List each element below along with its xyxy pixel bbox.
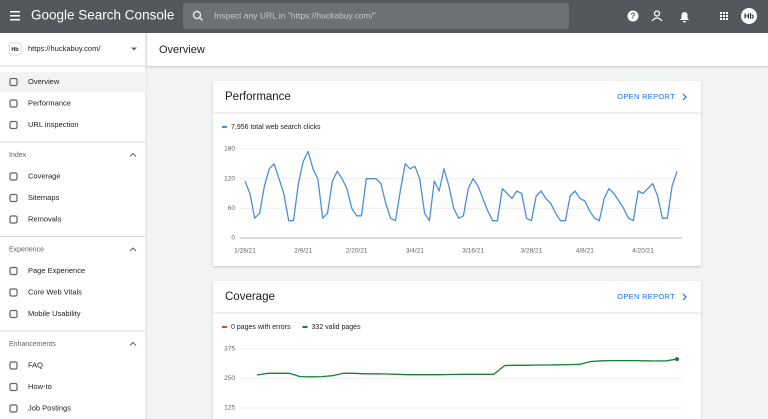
open-report-link[interactable]: OPEN REPORT — [617, 92, 675, 101]
x-tick-label: 3/16/21 — [462, 248, 484, 255]
nav-icon — [9, 77, 18, 87]
nav-item[interactable]: Performance — [28, 98, 71, 107]
nav-item[interactable]: How-to — [28, 382, 52, 391]
x-tick-label: 2/9/21 — [294, 248, 312, 255]
legend-label[interactable]: 0 pages with errors — [231, 324, 291, 331]
nav-item[interactable]: Coverage — [28, 171, 61, 180]
property-dropdown[interactable] — [131, 47, 137, 51]
link-chevron — [682, 93, 687, 101]
nav-item[interactable]: Page Experience — [28, 266, 85, 275]
collapse-icon — [129, 152, 137, 157]
property-icon — [8, 42, 22, 56]
card-title: Coverage — [225, 291, 275, 303]
y-tick-label: 180 — [224, 146, 235, 153]
product-name: Google Search Console — [31, 8, 174, 23]
users-icon[interactable] — [653, 10, 661, 17]
nav-item[interactable]: FAQ — [28, 360, 43, 369]
y-tick-label: 0 — [231, 235, 235, 242]
nav-item[interactable]: Sitemaps — [28, 193, 60, 202]
open-report-link[interactable]: OPEN REPORT — [617, 292, 675, 301]
avatar[interactable] — [741, 8, 757, 24]
end-point — [675, 357, 679, 362]
nav-icon — [9, 99, 18, 108]
nav-icon — [9, 288, 18, 297]
help-glyph: ? — [631, 12, 636, 21]
section-title[interactable]: Index — [9, 152, 27, 159]
x-tick-label: 3/4/21 — [406, 248, 424, 255]
data-line — [256, 358, 678, 378]
section-title[interactable]: Experience — [9, 246, 44, 253]
help-icon[interactable] — [627, 10, 639, 22]
y-tick-label: 125 — [224, 405, 235, 412]
y-tick-label: 375 — [224, 346, 235, 353]
y-tick-label: 250 — [224, 375, 235, 382]
legend-label[interactable]: 332 valid pages — [312, 324, 362, 331]
nav-item[interactable]: Removals — [28, 214, 62, 223]
nav-icon — [9, 120, 18, 130]
search-box[interactable] — [183, 3, 569, 29]
card-title: Performance — [225, 91, 291, 103]
nav-item[interactable]: Mobile Usability — [28, 309, 81, 318]
collapse-icon — [129, 341, 137, 346]
x-tick-label: 2/20/21 — [346, 248, 368, 255]
nav-icon — [9, 193, 18, 203]
x-tick-label: 3/28/21 — [521, 248, 543, 255]
header-bar — [147, 33, 768, 66]
data-line — [244, 150, 678, 222]
nav-icon — [9, 172, 18, 181]
property-icon-text: Hb — [11, 47, 19, 53]
apps-icon[interactable] — [720, 12, 728, 20]
sidebar — [0, 33, 146, 419]
nav-icon — [9, 404, 18, 413]
property-name[interactable]: https://huckabuy.com/ — [28, 44, 101, 53]
nav-icon — [9, 361, 18, 370]
search-placeholder: Inspect any URL in "https://huckabuy.com… — [214, 10, 376, 20]
nav-item[interactable]: Core Web Vitals — [28, 287, 82, 296]
performance-card — [213, 81, 701, 266]
coverage-card — [213, 281, 701, 419]
search-icon — [199, 17, 203, 21]
nav-icon — [9, 215, 18, 224]
x-tick-label: 4/20/21 — [632, 248, 654, 255]
section-title[interactable]: Enhancements — [9, 341, 56, 348]
nav-item[interactable]: Overview — [28, 77, 60, 86]
nav-icon — [9, 266, 18, 276]
menu-icon[interactable] — [10, 11, 20, 21]
page-title: Overview — [159, 44, 205, 56]
x-tick-label: 4/8/21 — [576, 248, 594, 255]
y-tick-label: 60 — [228, 205, 236, 212]
collapse-icon — [129, 247, 137, 252]
nav-active — [0, 72, 146, 92]
nav-item[interactable]: URL inspection — [28, 120, 79, 129]
legend-label[interactable]: 7,956 total web search clicks — [231, 124, 321, 131]
link-chevron — [682, 293, 687, 301]
y-tick-label: 120 — [224, 175, 235, 182]
nav-item[interactable]: Job Postings — [28, 403, 71, 412]
avatar-text: Hb — [744, 11, 754, 20]
nav-icon — [9, 382, 18, 392]
x-tick-label: 1/28/21 — [234, 248, 256, 255]
bell-icon[interactable] — [680, 12, 689, 23]
users-icon — [651, 17, 663, 22]
search-icon — [192, 10, 202, 20]
nav-icon — [9, 309, 18, 319]
